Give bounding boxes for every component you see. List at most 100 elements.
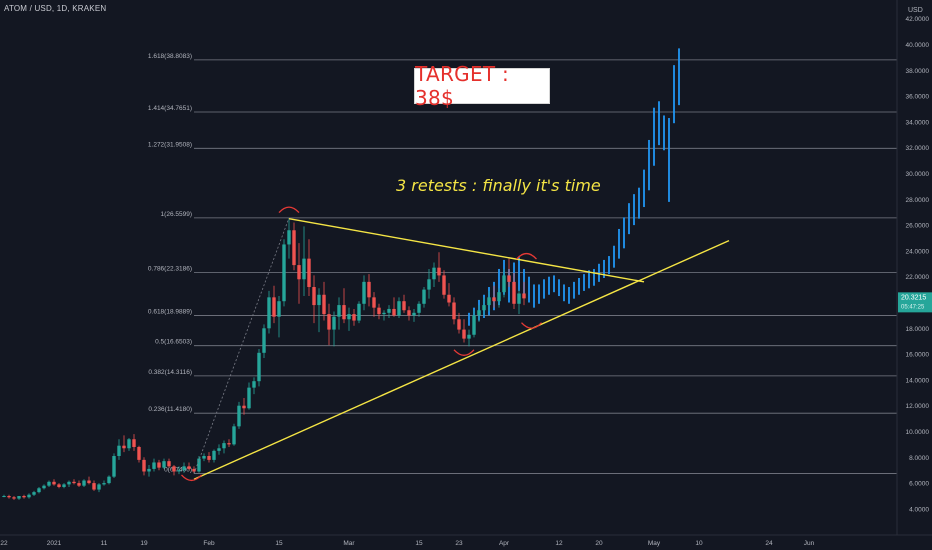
price-axis-panel[interactable] bbox=[897, 0, 932, 550]
candle-body bbox=[197, 458, 201, 472]
candle-body bbox=[162, 461, 166, 468]
candle-body bbox=[327, 314, 331, 330]
last-price-tag: 20.3215 05:47:25 bbox=[898, 292, 932, 313]
candle-body bbox=[102, 483, 106, 485]
candles bbox=[2, 217, 526, 500]
candle-body bbox=[402, 301, 406, 311]
currency-label: USD bbox=[908, 7, 923, 14]
price-tick: 12.0000 bbox=[906, 403, 930, 410]
time-tick: Jun bbox=[804, 540, 815, 547]
candle-body bbox=[107, 476, 111, 484]
candle-body bbox=[47, 481, 51, 486]
candle-body bbox=[262, 328, 266, 353]
time-tick: Mar bbox=[343, 540, 355, 547]
candle-body bbox=[2, 496, 6, 497]
candle-body bbox=[407, 310, 411, 316]
symbol-title[interactable]: ATOM / USD, 1D, KRAKEN bbox=[4, 4, 107, 13]
candle-body bbox=[242, 405, 246, 409]
price-tick: 8.0000 bbox=[909, 455, 929, 462]
retest-circle bbox=[521, 322, 542, 329]
candle-body bbox=[217, 448, 221, 451]
fib-label: 0.236(11.4180) bbox=[148, 406, 192, 413]
candle-body bbox=[432, 267, 436, 280]
candle-body bbox=[27, 494, 31, 498]
candle-body bbox=[372, 297, 376, 308]
candle-body bbox=[497, 292, 501, 302]
candle-body bbox=[67, 481, 71, 485]
time-tick: 10 bbox=[695, 540, 703, 547]
fib-label: 1.618(38.8083) bbox=[148, 53, 192, 60]
price-tick: 28.0000 bbox=[906, 197, 930, 204]
candle-body bbox=[467, 334, 471, 339]
trendline-support bbox=[193, 239, 730, 480]
candle-body bbox=[52, 481, 56, 485]
price-tick: 36.0000 bbox=[906, 94, 930, 101]
trendline-resistance bbox=[288, 217, 645, 283]
candle-body bbox=[137, 446, 141, 460]
candle-body bbox=[312, 287, 316, 306]
candle-body bbox=[147, 468, 151, 472]
candle-body bbox=[367, 281, 371, 298]
time-tick: 11 bbox=[101, 540, 108, 547]
candle-body bbox=[387, 308, 391, 313]
retest-circle bbox=[278, 206, 300, 214]
price-tick: 6.0000 bbox=[909, 481, 929, 488]
price-tick: 24.0000 bbox=[906, 248, 930, 255]
fib-label: 0(6.7400) bbox=[164, 467, 192, 474]
bar-countdown: 05:47:25 bbox=[901, 304, 925, 310]
price-tick: 40.0000 bbox=[906, 42, 930, 49]
target-annotation: TARGET : 38$ bbox=[414, 62, 550, 110]
candle-body bbox=[17, 496, 21, 499]
candle-body bbox=[42, 485, 46, 489]
candle-body bbox=[77, 483, 81, 486]
candle-body bbox=[112, 456, 116, 477]
candle-body bbox=[22, 496, 26, 498]
candle-body bbox=[487, 297, 491, 306]
time-tick: 15 bbox=[275, 540, 283, 547]
candle-body bbox=[277, 301, 281, 317]
candle-body bbox=[457, 319, 461, 330]
price-tick: 38.0000 bbox=[906, 68, 930, 75]
candle-body bbox=[72, 481, 76, 484]
retest-circle bbox=[453, 349, 475, 356]
candle-body bbox=[317, 294, 321, 306]
candle-body bbox=[442, 275, 446, 295]
candle-body bbox=[397, 301, 401, 316]
candle-body bbox=[492, 297, 496, 302]
candle-body bbox=[512, 281, 516, 304]
candle-body bbox=[97, 484, 101, 490]
candle-body bbox=[92, 483, 96, 490]
fib-label: 0.382(14.3116) bbox=[148, 369, 192, 376]
time-tick: 2021 bbox=[47, 540, 62, 547]
candle-body bbox=[32, 492, 36, 495]
candle-body bbox=[227, 443, 231, 445]
time-tick: Feb bbox=[203, 540, 215, 547]
candle-body bbox=[392, 308, 396, 316]
candle-body bbox=[222, 443, 226, 449]
candle-body bbox=[507, 275, 511, 282]
time-axis-panel[interactable] bbox=[0, 535, 932, 550]
candle-body bbox=[427, 279, 431, 290]
candle-body bbox=[127, 439, 131, 449]
fibonacci-levels[interactable]: 0(6.7400) 0.236(11.4180) 0.382(14.3116) 0.5… bbox=[148, 53, 899, 474]
candle-body bbox=[352, 314, 356, 321]
time-tick: May bbox=[648, 540, 661, 547]
candle-body bbox=[472, 315, 476, 335]
candle-body bbox=[142, 459, 146, 472]
candle-body bbox=[452, 302, 456, 320]
retest-markers bbox=[181, 206, 542, 482]
fib-label: 1.414(34.7651) bbox=[148, 105, 192, 112]
price-tick: 34.0000 bbox=[906, 119, 930, 126]
time-tick: 23 bbox=[455, 540, 463, 547]
time-tick: 24 bbox=[765, 540, 773, 547]
candle-body bbox=[422, 289, 426, 304]
trendlines[interactable] bbox=[193, 217, 730, 480]
fib-label: 1(26.5599) bbox=[161, 211, 192, 218]
last-price-value: 20.3215 bbox=[901, 294, 926, 301]
candle-body bbox=[187, 466, 191, 469]
candle-body bbox=[247, 387, 251, 409]
candle-body bbox=[132, 439, 136, 447]
candle-body bbox=[337, 305, 341, 317]
candle-body bbox=[287, 230, 291, 245]
candle-body bbox=[252, 381, 256, 388]
